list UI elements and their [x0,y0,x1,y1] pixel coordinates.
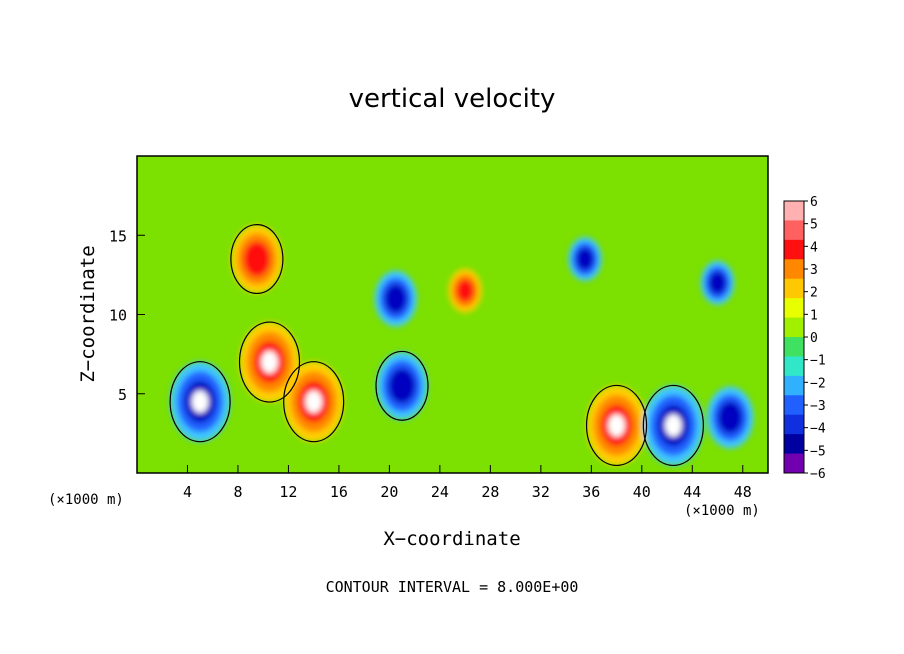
field-cell-10-level-2 [576,247,594,271]
colorbar-swatch-13 [784,453,804,474]
colorbar-label-0: 6 [810,195,818,210]
colorbar-swatch-5 [784,298,804,319]
field-cell-4-level-2 [384,284,407,314]
colorbar-swatch-3 [784,259,804,280]
x-tick-label-16: 16 [330,483,348,501]
field-cell-2-level-3 [305,390,323,413]
field-cell-5 [376,351,428,420]
field-cell-9 [706,386,754,449]
colorbar-swatch-0 [784,201,804,221]
colorbar-label-4: 2 [810,286,818,301]
zero-contour-3 [230,224,284,295]
zero-contour-5 [585,384,648,467]
field-cell-6 [448,268,482,313]
x-tick-label-28: 28 [481,483,499,501]
colorbar-swatch-2 [784,239,804,260]
zero-contour-6 [642,384,704,467]
colorbar-swatch-10 [784,395,804,416]
field-cell-2 [283,361,344,442]
field-cell-9-level-2 [717,401,743,434]
x-tick-label-4: 4 [183,483,192,501]
field-cell-8-level-3 [664,414,682,437]
field-cell-7-level-3 [608,414,625,437]
colorbar-swatch-11 [784,414,804,435]
zero-contour-0 [169,361,231,443]
x-tick-label-32: 32 [532,483,550,501]
field-cell-6-level-2 [456,279,474,303]
colorbar-label-6: 0 [810,331,818,346]
colorbar-swatch-8 [784,356,804,377]
field-cell-10 [568,237,602,282]
colorbar-swatch-12 [784,434,804,455]
field-cell-1 [239,322,300,403]
x-axis-label: X−coordinate [383,528,521,550]
colorbar-swatch-9 [784,375,804,396]
x-tick-label-12: 12 [279,483,297,501]
contour-lines [169,224,704,467]
zero-contour-1 [238,321,301,403]
x-tick-label-20: 20 [380,483,398,501]
x-tick-label-44: 44 [683,483,701,501]
x-tick-label-24: 24 [431,483,449,501]
zero-contour-4 [375,350,429,421]
colorbar-swatch-6 [784,317,804,338]
colorbar-label-5: 1 [810,308,818,323]
field-cell-11 [700,260,735,305]
colorbar-label-9: −3 [810,399,826,414]
y-tick-label-15: 15 [109,227,127,245]
x-tick-label-36: 36 [582,483,600,501]
colorbar-swatch-7 [784,337,804,357]
field-cell-5-level-2 [388,368,416,404]
colorbar: 6 5 4 3 2 1 0 −1 −2 −3 −4 −5 −6 [783,195,826,482]
colorbar-label-10: −4 [810,422,826,437]
field-cell-1-level-3 [261,350,278,374]
colorbar-label-8: −2 [810,376,826,391]
y-tick-label-10: 10 [109,307,127,325]
colorbar-label-3: 3 [810,263,818,278]
field-cell-4 [374,270,417,327]
field-cell-11-level-2 [708,271,727,295]
colorbar-label-2: 4 [810,240,818,255]
field-cell-8 [643,385,704,466]
colorbar-label-1: 5 [810,218,818,233]
velocity-field [137,156,768,473]
contour-interval-label: CONTOUR INTERVAL = 8.000E+00 [325,578,579,596]
y-axis-label: Z−coordinate [77,245,99,383]
chart-title: vertical velocity [348,84,556,114]
field-cell-0 [170,361,231,442]
colorbar-label-11: −5 [810,444,826,459]
x-unit-left: (×1000 m) [48,492,124,508]
zero-contour-2 [283,361,345,443]
colorbar-label-7: −1 [810,354,826,369]
y-tick-label-5: 5 [118,386,127,404]
field-cell-3-level-2 [243,241,271,277]
x-unit-right: (×1000 m) [684,503,760,519]
field-cell-7 [586,385,647,466]
x-tick-label-8: 8 [233,483,242,501]
x-tick-label-48: 48 [734,483,752,501]
colorbar-swatch-1 [784,220,804,241]
field-cell-3 [231,225,283,294]
colorbar-label-12: −6 [810,467,826,482]
field-cell-0-level-3 [191,390,209,413]
colorbar-swatch-4 [784,278,804,299]
x-tick-label-40: 40 [633,483,651,501]
